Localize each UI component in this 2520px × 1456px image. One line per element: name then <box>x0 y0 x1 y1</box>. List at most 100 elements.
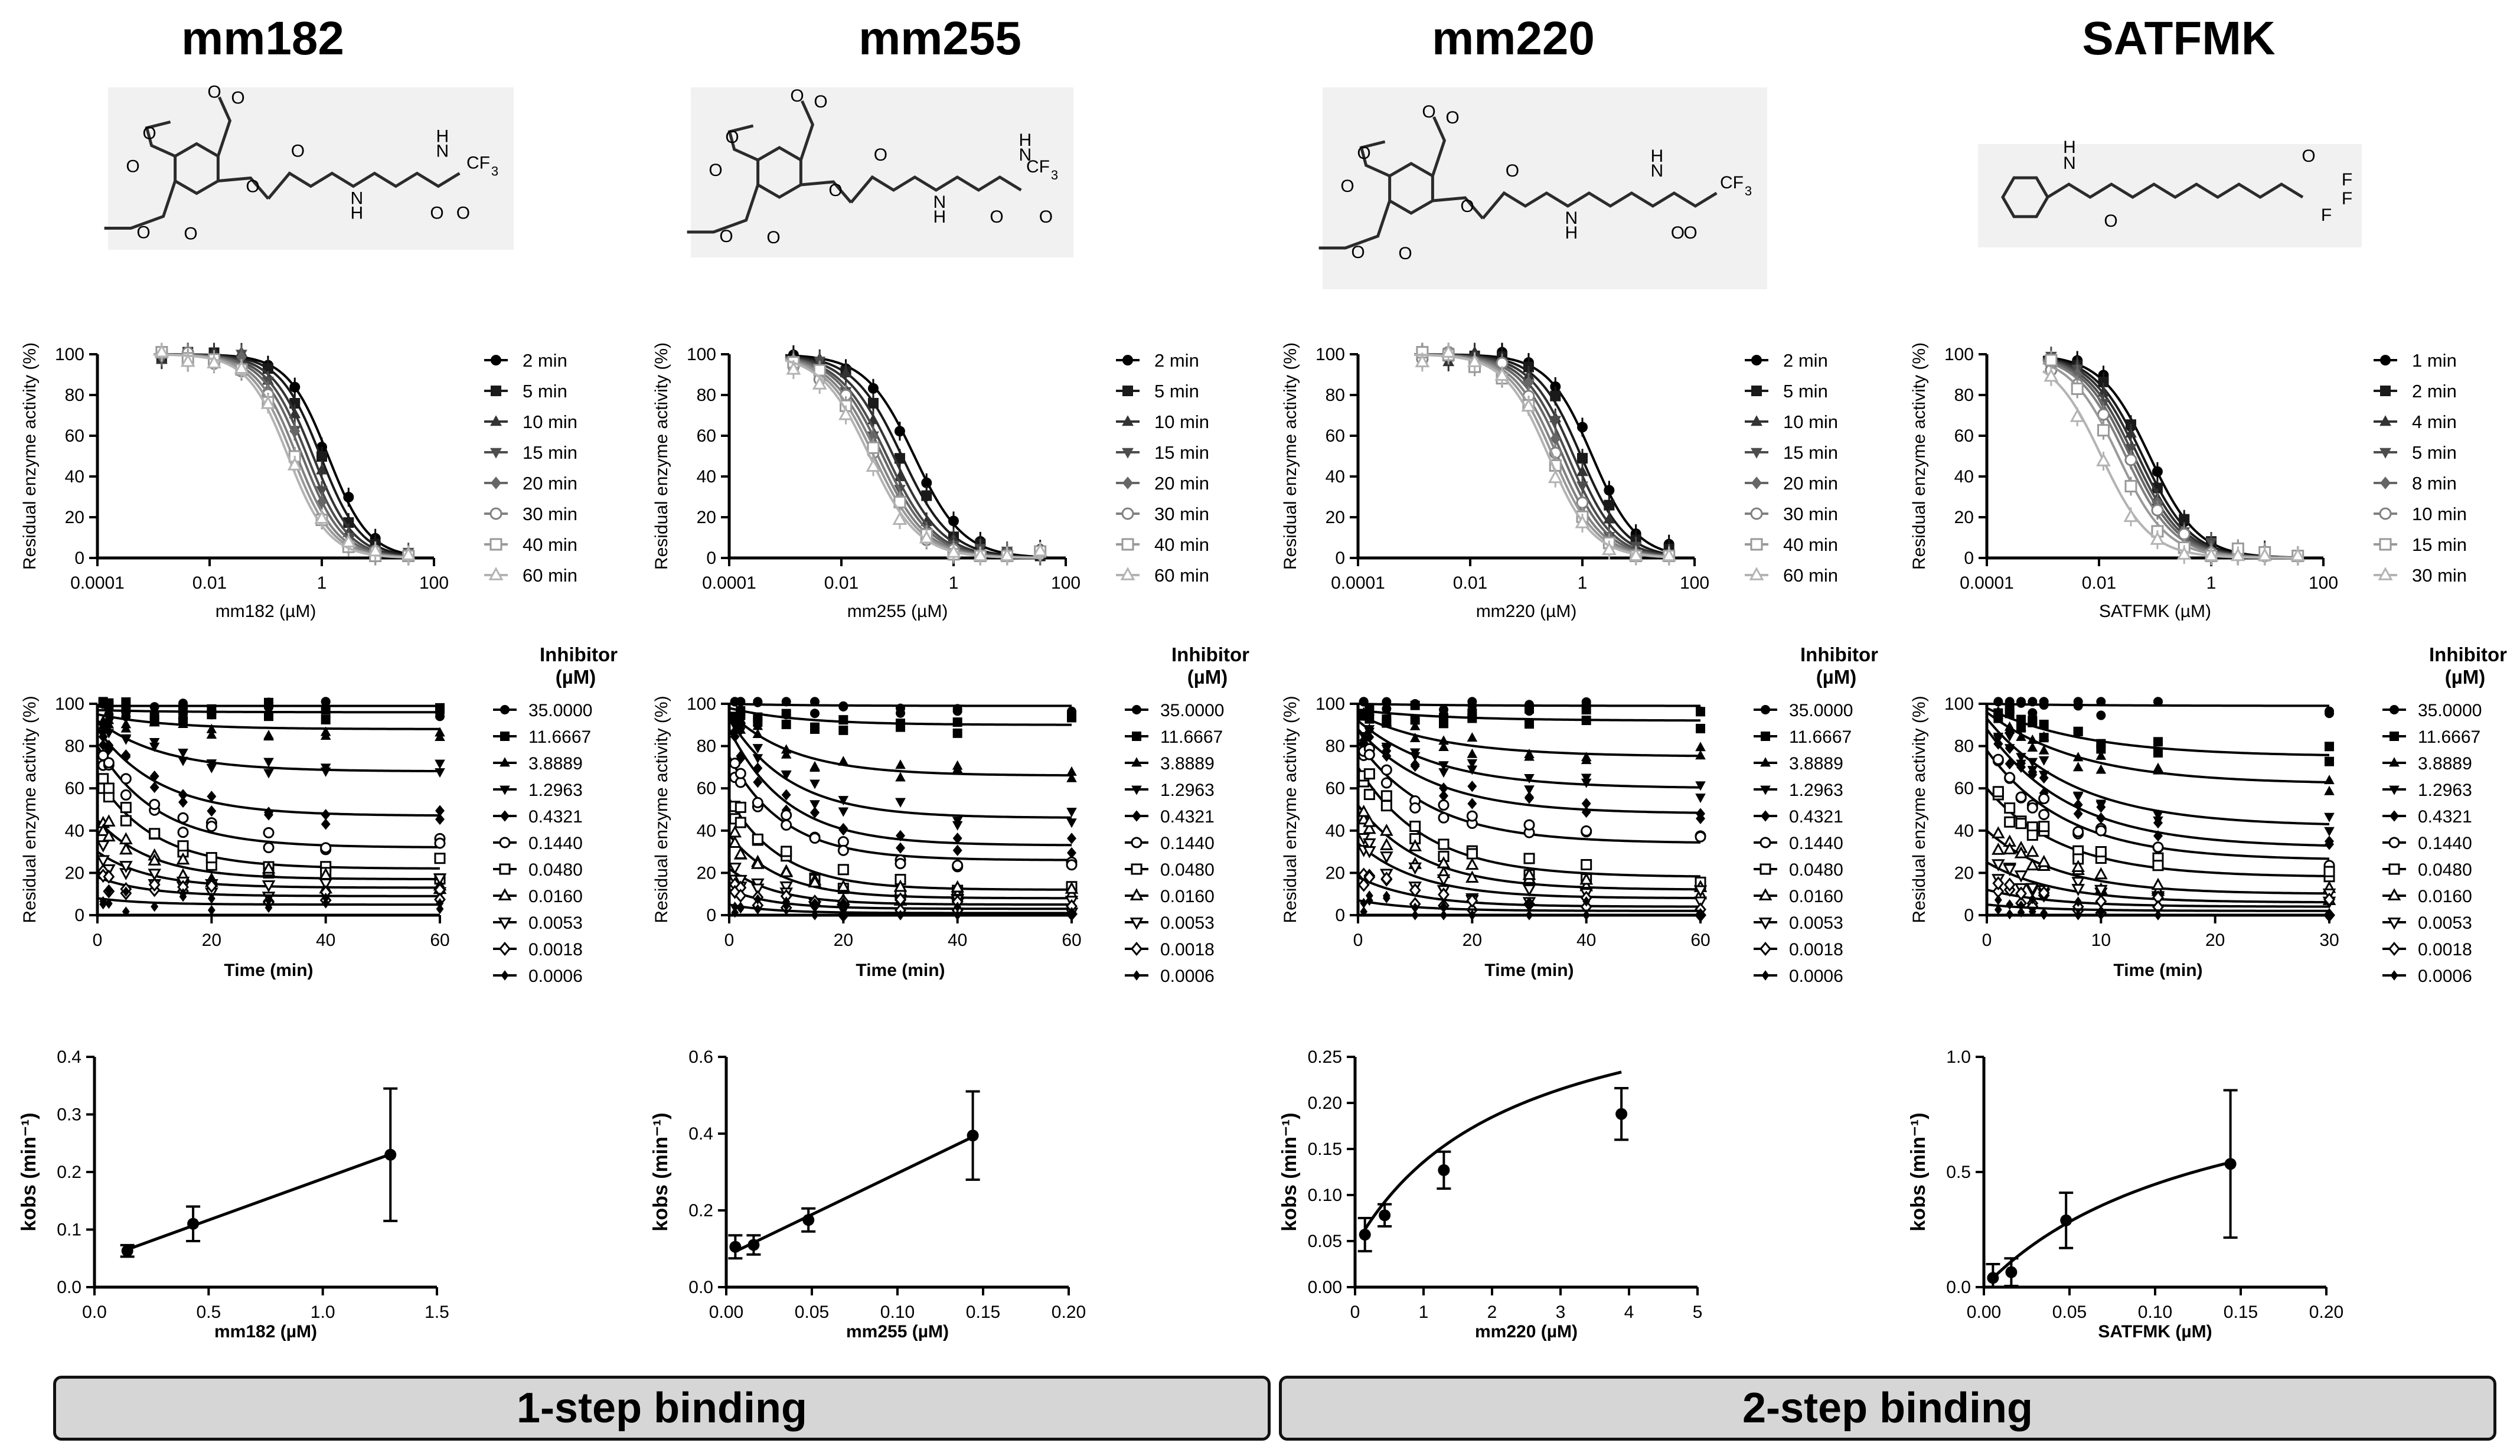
y-tick-label: 0.05 <box>1308 1232 1342 1251</box>
data-point <box>1409 732 1421 742</box>
data-point <box>736 697 746 707</box>
y-axis-label: Residual enzyme activity (%) <box>20 342 40 570</box>
structure-atom-label: H <box>1019 130 1032 150</box>
legend-title: Inhibitor <box>1800 644 1878 665</box>
structure-atom-label: N <box>351 189 364 208</box>
data-point <box>1067 710 1076 720</box>
data-point <box>1438 768 1449 778</box>
data-point <box>2125 444 2137 455</box>
data-point <box>176 852 190 865</box>
data-point <box>1359 1229 1371 1241</box>
x-axis-label: mm255 (µM) <box>846 1322 949 1341</box>
y-tick-label: 100 <box>1316 694 1345 714</box>
legend-label-11.6667: 11.6667 <box>1160 727 1223 747</box>
data-point <box>752 720 763 730</box>
structure-atom-label: H <box>2063 138 2076 157</box>
data-point <box>207 791 217 802</box>
legend-marker <box>1131 863 1143 875</box>
structure-atom-label: H <box>1565 223 1578 243</box>
x-axis-label: mm220 (µM) <box>1475 1322 1578 1341</box>
x-axis-label: mm182 (µM) <box>214 1322 317 1341</box>
data-point <box>1380 800 1392 812</box>
data-point <box>2073 808 2083 820</box>
y-tick-label: 0 <box>1964 906 1974 925</box>
data-point <box>781 744 792 754</box>
data-point <box>102 814 116 827</box>
dose-response-chart-mm255: 0.0001 0.01 1 100 0 20 40 60 80 100 mm255 (µM) Resi… <box>652 342 1209 621</box>
structure-atom-label: F <box>2342 189 2352 208</box>
structure-atom-label: O <box>2104 211 2117 231</box>
legend-label-40-min: 40 min <box>1783 534 1838 555</box>
data-point <box>2038 821 2050 833</box>
structure-atom-label: O <box>1506 161 1519 181</box>
data-point <box>781 845 792 857</box>
legend-marker <box>1750 538 1763 551</box>
data-point <box>98 739 108 751</box>
y-tick-label: 0.20 <box>1308 1093 1342 1113</box>
data-point <box>1604 485 1615 496</box>
data-point <box>435 727 445 737</box>
legend-marker <box>1758 918 1773 930</box>
data-point <box>121 1245 133 1257</box>
structure-atom-label: H <box>933 207 946 227</box>
legend-marker <box>2390 810 2399 822</box>
structure-background <box>108 87 514 250</box>
dioxole-ring <box>1359 140 1390 178</box>
legend-marker <box>1122 448 1134 459</box>
legend-marker <box>1760 942 1771 956</box>
legend-marker <box>2387 918 2401 930</box>
data-point <box>972 547 988 561</box>
data-point <box>120 802 132 814</box>
structure-atom-label: O <box>1357 143 1370 163</box>
acyl-chain <box>2046 182 2304 199</box>
legend-marker <box>2380 355 2391 365</box>
data-point <box>1365 731 1375 743</box>
data-point <box>952 833 962 844</box>
data-point <box>96 824 110 836</box>
data-point <box>2150 531 2165 545</box>
data-point <box>2290 547 2306 561</box>
data-point <box>2257 547 2273 561</box>
data-point <box>1693 885 1708 898</box>
legend-label-30-min: 30 min <box>2412 565 2467 586</box>
legend-marker <box>2388 863 2400 875</box>
structure-atom-label: O <box>709 161 722 180</box>
data-point <box>1438 799 1450 811</box>
legend-label-15-min: 15 min <box>523 442 577 463</box>
data-point <box>2095 894 2107 909</box>
data-point <box>2025 844 2039 857</box>
data-point <box>2014 846 2028 858</box>
legend-label-0.0053: 0.0053 <box>1789 913 1843 933</box>
data-point <box>1696 812 1705 824</box>
structure-atom-label: 3 <box>1051 168 1058 182</box>
data-point <box>729 758 741 769</box>
data-point <box>2027 742 2038 752</box>
legend-title-units: (µM) <box>556 666 596 688</box>
y-tick-label: 20 <box>65 863 84 883</box>
data-point <box>1438 812 1450 824</box>
data-point <box>1991 859 2005 871</box>
data-point <box>1576 481 1588 492</box>
data-point <box>1439 719 1448 729</box>
data-point <box>2038 731 2049 741</box>
data-point <box>837 844 849 856</box>
structure-atom-label: 3 <box>1745 184 1752 198</box>
data-point <box>2072 752 2084 762</box>
x-tick-label: 60 <box>430 931 449 950</box>
axis-lines <box>1982 1057 2326 1289</box>
data-point <box>2044 368 2059 382</box>
legend-marker <box>1121 507 1134 520</box>
legend-label-60-min: 60 min <box>1154 565 1209 586</box>
legend-label-20-min: 20 min <box>523 473 577 494</box>
legend-label-40-min: 40 min <box>523 534 577 555</box>
data-point <box>1410 700 1420 710</box>
legend-marker <box>2390 732 2399 741</box>
legend-label-20-min: 20 min <box>1783 473 1838 494</box>
data-point <box>2060 1214 2072 1226</box>
data-point <box>1525 898 1533 909</box>
data-point <box>433 873 447 886</box>
legend-marker <box>1758 888 1773 900</box>
data-point <box>2152 841 2164 853</box>
data-point <box>2069 409 2085 422</box>
